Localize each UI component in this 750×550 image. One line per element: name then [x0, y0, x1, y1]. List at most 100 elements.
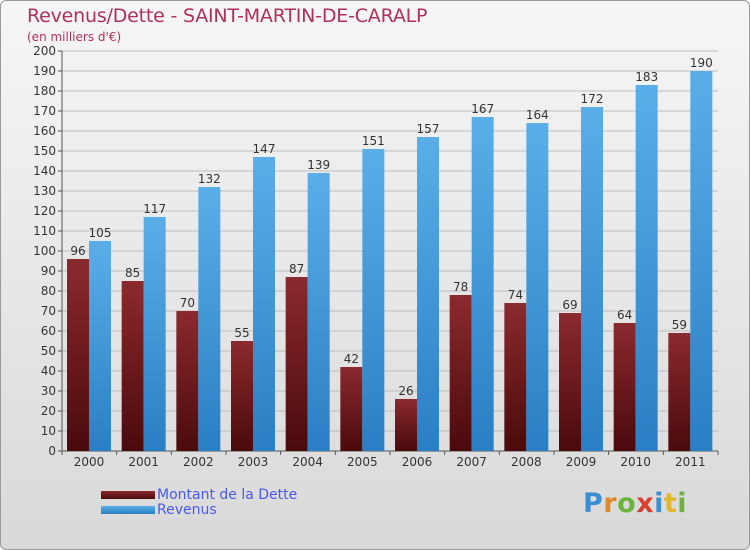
chart-title: Revenus/Dette - SAINT-MARTIN-DE-CARALP: [27, 5, 428, 27]
data-label-revenus: 167: [471, 102, 494, 116]
x-tick-label: 2002: [183, 455, 214, 469]
data-label-dette: 70: [180, 296, 195, 310]
y-tick-label: 190: [33, 64, 56, 78]
data-label-revenus: 183: [635, 70, 658, 84]
x-tick-label: 2007: [456, 455, 487, 469]
legend-label-dette: Montant de la Dette: [157, 486, 298, 503]
bar-revenus: [417, 137, 439, 451]
x-tick-label: 2003: [238, 455, 269, 469]
bar-dette: [668, 333, 691, 451]
data-label-revenus: 151: [362, 134, 385, 148]
bar-dette: [176, 311, 199, 451]
logo-letter: t: [663, 488, 678, 519]
x-tick-label: 2005: [347, 455, 378, 469]
data-label-revenus: 172: [581, 92, 604, 106]
legend-swatch-revenus: [101, 505, 155, 514]
logo-letter: o: [617, 488, 637, 519]
data-label-dette: 74: [508, 288, 523, 302]
data-label-revenus: 147: [253, 142, 276, 156]
x-tick-label: 2009: [566, 455, 597, 469]
y-tick-label: 70: [41, 304, 56, 318]
y-tick-label: 60: [41, 324, 56, 338]
x-tick-label: 2008: [511, 455, 542, 469]
data-label-dette: 96: [70, 244, 85, 258]
data-label-dette: 42: [344, 352, 359, 366]
bar-dette: [504, 303, 527, 451]
data-label-dette: 64: [617, 308, 632, 322]
chart-subtitle: (en milliers d'€): [27, 30, 122, 44]
data-label-dette: 59: [672, 318, 687, 332]
y-tick-label: 150: [33, 144, 56, 158]
data-label-dette: 85: [125, 266, 140, 280]
data-label-revenus: 157: [417, 122, 440, 136]
bar-dette: [67, 259, 89, 451]
logo-letter: r: [603, 488, 618, 519]
data-label-revenus: 105: [89, 226, 112, 240]
data-label-revenus: 190: [690, 56, 713, 70]
y-tick-label: 40: [41, 364, 56, 378]
bar-revenus: [362, 149, 385, 451]
legend-item-dette: Montant de la Dette: [101, 486, 298, 503]
bar-dette: [121, 281, 144, 451]
bar-revenus: [471, 117, 494, 451]
y-tick-label: 140: [33, 164, 56, 178]
y-tick-label: 10: [41, 424, 56, 438]
bar-revenus: [690, 71, 713, 451]
x-tick-label: 2004: [292, 455, 323, 469]
bar-revenus: [143, 217, 166, 451]
y-tick-label: 80: [41, 284, 56, 298]
y-tick-label: 20: [41, 404, 56, 418]
data-label-dette: 87: [289, 262, 304, 276]
legend-item-revenus: Revenus: [101, 501, 297, 518]
x-tick-label: 2006: [402, 455, 433, 469]
bar-revenus: [253, 157, 275, 451]
x-tick-label: 2001: [128, 455, 159, 469]
data-label-revenus: 117: [143, 202, 166, 216]
logo-letter: i: [677, 488, 688, 519]
y-tick-label: 50: [41, 344, 56, 358]
bar-dette: [613, 323, 636, 451]
data-label-revenus: 132: [198, 172, 221, 186]
y-tick-label: 160: [33, 124, 56, 138]
y-tick-label: 30: [41, 384, 56, 398]
y-tick-label: 120: [33, 204, 56, 218]
bar-revenus: [198, 187, 221, 451]
bar-dette: [395, 399, 417, 451]
y-tick-label: 170: [33, 104, 56, 118]
bar-dette: [449, 295, 472, 451]
bar-revenus: [89, 241, 111, 451]
y-tick-label: 90: [41, 264, 56, 278]
y-tick-label: 110: [33, 224, 56, 238]
x-tick-label: 2010: [620, 455, 651, 469]
legend: Montant de la Dette Revenus: [101, 486, 298, 518]
y-tick-label: 200: [33, 44, 56, 58]
y-tick-label: 100: [33, 244, 56, 258]
logo-letter: i: [654, 488, 664, 519]
bar-revenus: [307, 173, 330, 451]
bar-revenus: [581, 107, 603, 451]
data-label-revenus: 164: [526, 108, 549, 122]
bar-revenus: [526, 123, 549, 451]
proxiti-logo: Proxiti: [583, 488, 687, 519]
logo-letter: P: [583, 488, 604, 519]
x-tick-label: 2011: [675, 455, 706, 469]
data-label-dette: 26: [398, 384, 413, 398]
bar-dette: [285, 277, 308, 451]
bar-dette: [559, 313, 581, 451]
y-tick-label: 130: [33, 184, 56, 198]
legend-label-revenus: Revenus: [157, 501, 217, 518]
data-label-dette: 69: [562, 298, 577, 312]
y-tick-label: 180: [33, 84, 56, 98]
y-tick-label: 0: [48, 444, 56, 458]
data-label-revenus: 139: [307, 158, 330, 172]
logo-letter: x: [636, 488, 655, 519]
bar-dette: [231, 341, 253, 451]
data-label-dette: 55: [234, 326, 249, 340]
bar-dette: [340, 367, 363, 451]
bar-revenus: [635, 85, 658, 451]
x-tick-label: 2000: [74, 455, 105, 469]
data-label-dette: 78: [453, 280, 468, 294]
legend-swatch-dette: [101, 490, 155, 499]
